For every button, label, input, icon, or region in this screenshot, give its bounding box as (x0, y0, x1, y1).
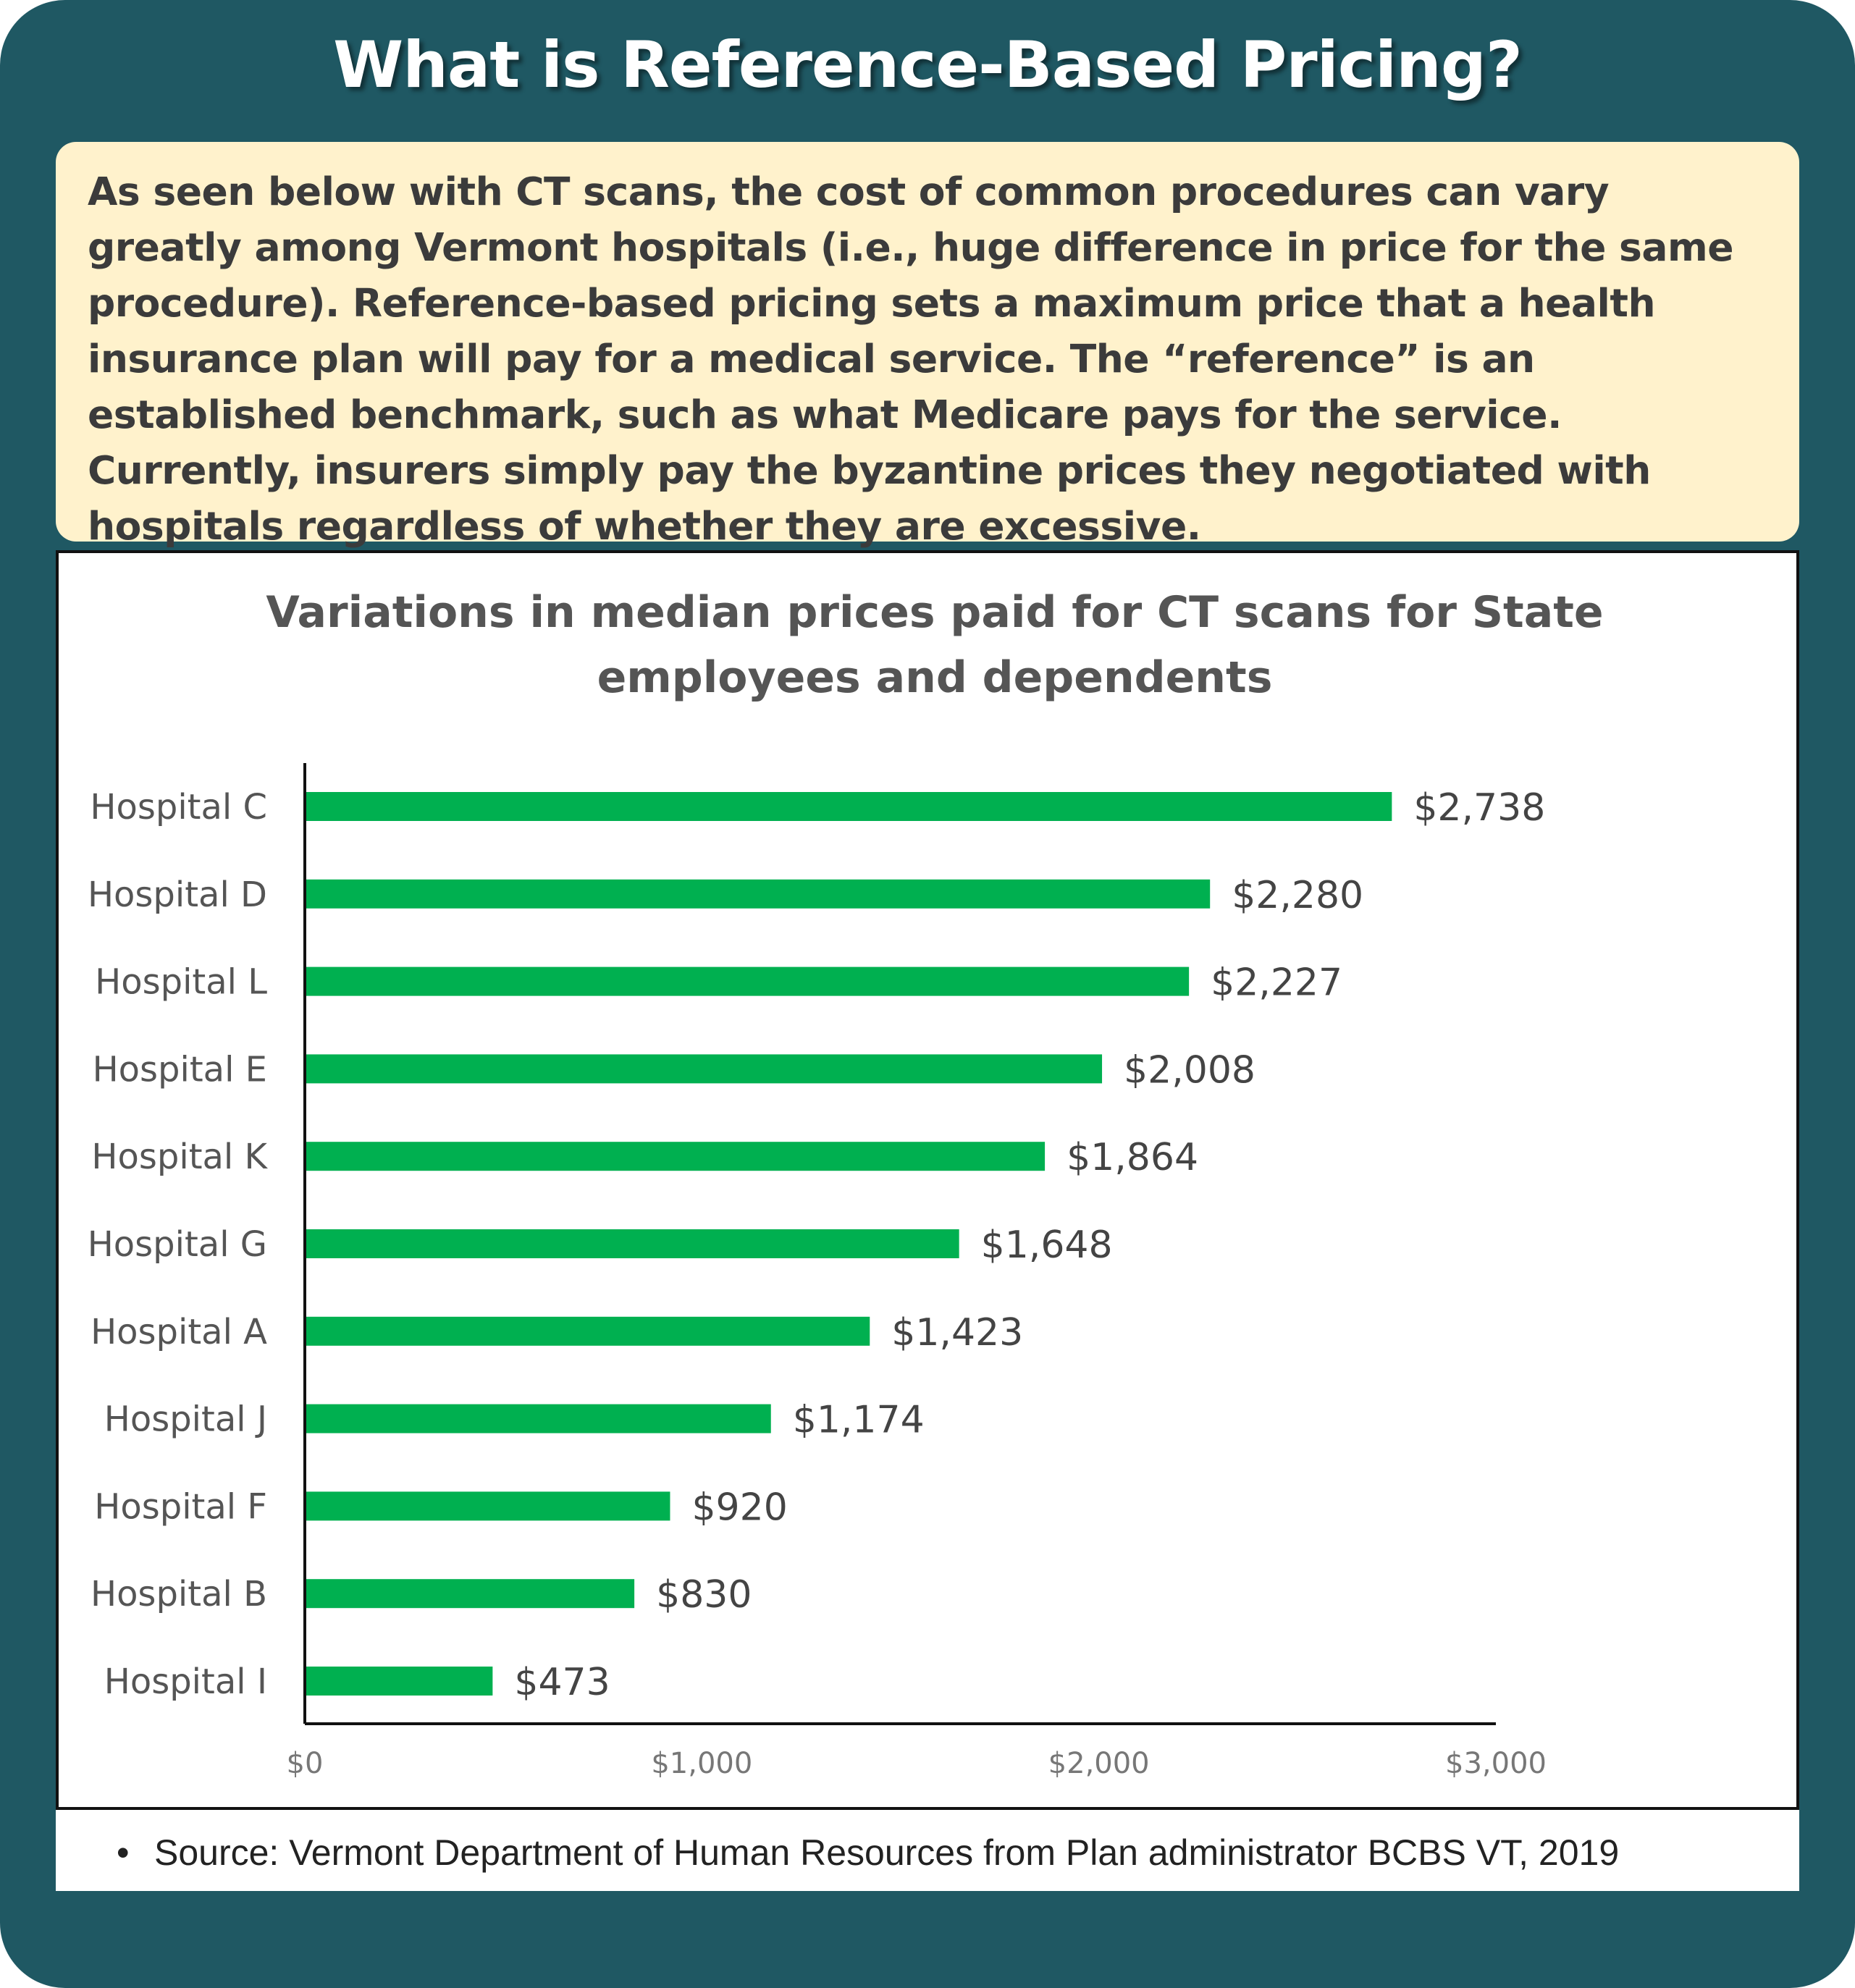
data-label: $2,227 (1211, 961, 1342, 1005)
category-label: Hospital A (91, 1312, 267, 1352)
category-label: Hospital L (95, 962, 267, 1003)
data-label: $1,648 (981, 1223, 1113, 1267)
axes (303, 763, 1496, 1725)
bar (305, 792, 1392, 821)
source-strip: • Source: Vermont Department of Human Re… (56, 1810, 1799, 1891)
x-axis-tick-labels: $0 $1,000 $2,000 $3,000 (287, 1747, 1547, 1780)
bar (305, 1054, 1103, 1084)
category-label: Hospital K (91, 1137, 268, 1177)
chart-title-line: employees and dependents (597, 652, 1273, 703)
data-label: $1,174 (793, 1399, 925, 1442)
bar (305, 1142, 1046, 1171)
category-label: Hospital G (88, 1224, 267, 1265)
intro-box: As seen below with CT scans, the cost of… (56, 142, 1799, 549)
category-label: Hospital I (104, 1661, 267, 1702)
source-text: Source: Vermont Department of Human Reso… (154, 1832, 1620, 1873)
page-title: What is Reference-Based Pricing? (333, 28, 1523, 102)
category-label: Hospital F (94, 1486, 267, 1527)
data-label: $920 (691, 1486, 787, 1529)
bar (305, 1316, 870, 1346)
category-label: Hospital J (104, 1399, 267, 1440)
x-tick-label: $0 (287, 1747, 324, 1780)
category-label: Hospital D (88, 875, 267, 915)
bars (305, 792, 1392, 1696)
bullet-icon: • (117, 1832, 130, 1873)
data-labels: $2,738 $2,280 $2,227 $2,008 $1,864 $1,648 $1,4… (514, 786, 1545, 1704)
bar (305, 1667, 493, 1696)
y-axis-labels: Hospital C Hospital D Hospital L Hospital E… (88, 787, 269, 1702)
bar (305, 1491, 670, 1521)
category-label: Hospital C (90, 787, 267, 827)
category-label: Hospital B (91, 1574, 267, 1614)
data-label: $473 (514, 1661, 610, 1704)
chart-panel: Variations in median prices paid for CT … (56, 550, 1799, 1810)
intro-text: As seen below with CT scans, the cost of… (88, 169, 1734, 549)
data-label: $2,008 (1124, 1048, 1255, 1092)
x-tick-label: $2,000 (1048, 1747, 1150, 1780)
chart-title-line: Variations in median prices paid for CT … (266, 587, 1603, 638)
bar (305, 966, 1190, 996)
bar-chart: Variations in median prices paid for CT … (88, 587, 1604, 1780)
data-label: $1,864 (1067, 1136, 1198, 1179)
x-tick-label: $3,000 (1445, 1747, 1547, 1780)
bar (305, 879, 1211, 909)
data-label: $1,423 (891, 1311, 1023, 1355)
chart-title: Variations in median prices paid for CT … (266, 587, 1603, 703)
data-label: $2,738 (1413, 786, 1545, 830)
bar (305, 1229, 959, 1258)
data-label: $830 (656, 1573, 752, 1617)
bar (305, 1579, 635, 1609)
bar (305, 1404, 771, 1433)
category-label: Hospital E (93, 1049, 267, 1090)
x-tick-label: $1,000 (651, 1747, 752, 1780)
data-label: $2,280 (1232, 874, 1363, 917)
